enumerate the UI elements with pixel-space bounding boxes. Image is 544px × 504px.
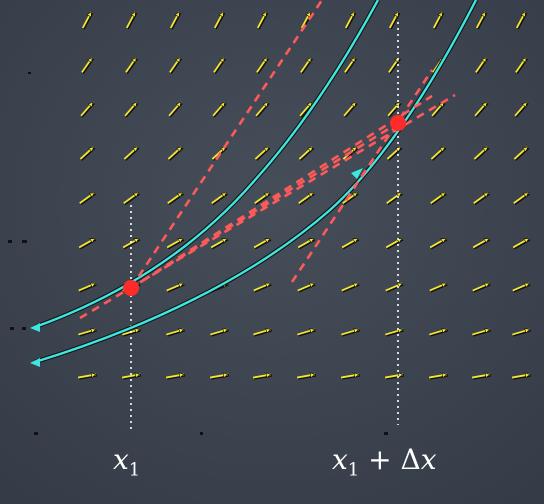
point-at-x1 (123, 280, 139, 296)
x1-label: x1 (113, 446, 140, 480)
point-at-x1-plus-dx (390, 115, 406, 131)
x1-plus-delta-x-label: x1 + Δx (332, 446, 437, 480)
